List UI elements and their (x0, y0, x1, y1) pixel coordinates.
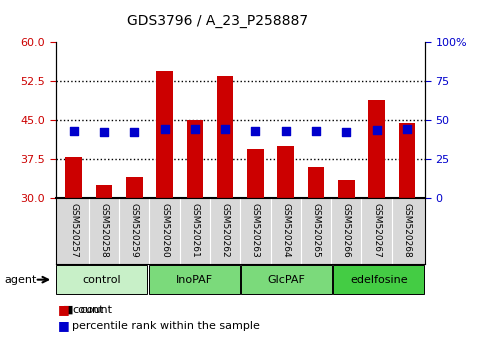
Bar (368, 99, 385, 198)
Text: GSM520263: GSM520263 (251, 204, 260, 258)
Text: ■: ■ (58, 319, 70, 332)
Text: ■: ■ (58, 303, 70, 316)
Point (221, 126, 229, 132)
Text: GSM520266: GSM520266 (342, 204, 351, 258)
Text: GSM520265: GSM520265 (312, 204, 321, 258)
Bar (338, 180, 355, 198)
Text: count: count (72, 305, 104, 315)
Bar (56, 266, 147, 294)
Text: GSM520268: GSM520268 (402, 204, 412, 258)
Point (130, 129, 138, 135)
Bar (398, 123, 415, 198)
Text: GDS3796 / A_23_P258887: GDS3796 / A_23_P258887 (127, 14, 308, 28)
Text: agent: agent (5, 275, 37, 285)
Text: GSM520262: GSM520262 (221, 204, 229, 258)
Bar (126, 177, 142, 198)
Bar (277, 146, 294, 198)
Point (100, 129, 108, 135)
Text: GSM520257: GSM520257 (69, 204, 78, 258)
Point (312, 129, 320, 134)
Bar (156, 71, 173, 198)
Bar (247, 149, 264, 198)
Text: GSM520258: GSM520258 (99, 204, 109, 258)
Point (403, 126, 411, 132)
Bar (186, 120, 203, 198)
Point (191, 126, 199, 132)
Point (161, 126, 169, 132)
Bar (217, 76, 233, 198)
Bar (96, 185, 113, 198)
Bar (333, 266, 425, 294)
Point (252, 129, 259, 134)
Text: edelfosine: edelfosine (350, 275, 408, 285)
Point (70, 129, 78, 134)
Text: control: control (83, 275, 121, 285)
Text: ■  count: ■ count (56, 305, 112, 315)
Point (373, 128, 381, 133)
Text: InoPAF: InoPAF (175, 275, 213, 285)
Point (282, 129, 290, 134)
Bar (149, 266, 240, 294)
Text: GSM520264: GSM520264 (281, 204, 290, 258)
Text: GSM520261: GSM520261 (190, 204, 199, 258)
Text: percentile rank within the sample: percentile rank within the sample (72, 321, 260, 331)
Point (342, 129, 350, 135)
Text: GSM520267: GSM520267 (372, 204, 381, 258)
Bar (308, 167, 325, 198)
Bar (65, 157, 82, 198)
Text: GSM520259: GSM520259 (130, 204, 139, 258)
Text: GSM520260: GSM520260 (160, 204, 169, 258)
Text: GlcPAF: GlcPAF (268, 275, 305, 285)
Bar (241, 266, 332, 294)
